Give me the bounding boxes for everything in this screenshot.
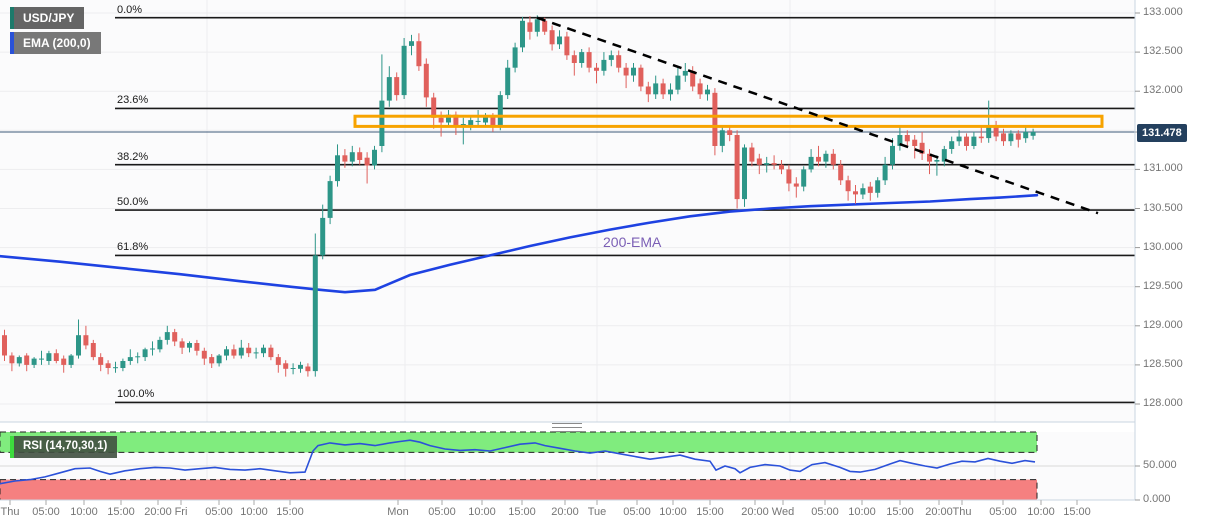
time-tick-label: Mon [387, 506, 409, 518]
main-panel-bg [0, 0, 1135, 422]
symbol-label: USD/JPY [14, 7, 85, 29]
fib-label: 38.2% [117, 150, 149, 163]
symbol-accent-bar [10, 7, 14, 29]
time-tick-label: 15:00 [107, 506, 135, 518]
ema-line-label: 200-EMA [603, 234, 662, 250]
price-tick-label: 129.500 [1143, 279, 1183, 292]
time-tick-label: 20:00 [551, 506, 579, 518]
price-tick-label: 130.000 [1143, 240, 1183, 253]
price-tick-label: 132.000 [1143, 84, 1183, 97]
time-tick-label: 20:00 [144, 506, 172, 518]
fib-label: 61.8% [117, 241, 149, 254]
time-tick-label: 10:00 [240, 506, 268, 518]
time-tick-label: Thu [0, 506, 20, 518]
price-tick-label: 129.000 [1143, 318, 1183, 331]
time-tick-label: 10:00 [848, 506, 876, 518]
time-tick-label: 15:00 [1063, 506, 1091, 518]
rsi-line [0, 439, 1036, 485]
time-tick-label: 05:00 [205, 506, 233, 518]
rsi-accent-bar [10, 436, 14, 458]
supply-zone-rect [353, 114, 1104, 128]
rsi-tick-label: 50.000 [1143, 459, 1177, 471]
rsi-tick-label: 0.000 [1143, 493, 1171, 505]
price-tick-label: 128.500 [1143, 357, 1183, 370]
fib-label: 23.6% [117, 94, 149, 107]
fib-label: 100.0% [117, 388, 155, 401]
time-tick-label: 05:00 [811, 506, 839, 518]
ema-accent-bar [10, 32, 14, 54]
price-tick-label: 132.500 [1143, 45, 1183, 58]
time-tick-label: 20:00 [741, 506, 769, 518]
time-tick-label: 10:00 [659, 506, 687, 518]
rsi-oversold-zone [0, 479, 1038, 501]
ema-line [0, 193, 1039, 294]
candles-series [2, 15, 1036, 377]
last-price-badge: 131.478 [1137, 124, 1187, 143]
price-tick-label: 130.500 [1143, 201, 1183, 214]
ema-indicator-label: EMA (200,0) [14, 32, 101, 54]
price-tick-label: 131.000 [1143, 162, 1183, 175]
time-tick-label: 05:00 [32, 506, 60, 518]
time-tick-label: 10:00 [468, 506, 496, 518]
fib-label: 0.0% [117, 3, 143, 16]
time-tick-label: 15:00 [276, 506, 304, 518]
time-tick-label: Thu [952, 506, 972, 518]
rsi-overbought-zone [0, 431, 1038, 453]
time-tick-label: Wed [771, 506, 795, 518]
symbol-legend-badge[interactable]: USD/JPY [10, 7, 85, 29]
rsi-indicator-label: RSI (14,70,30,1) [14, 436, 118, 458]
price-tick-label: 128.000 [1143, 397, 1183, 409]
time-tick-label: 05:00 [428, 506, 456, 518]
time-tick-label: 15:00 [508, 506, 536, 518]
time-tick-label: 05:00 [989, 506, 1017, 518]
panel-splitter-handle[interactable] [552, 423, 582, 432]
time-tick-label: Fri [174, 506, 188, 518]
time-tick-label: 05:00 [623, 506, 651, 518]
fib-label: 50.0% [117, 196, 149, 209]
time-tick-label: 10:00 [70, 506, 98, 518]
ema-legend-badge[interactable]: EMA (200,0) [10, 32, 101, 54]
rsi-legend-badge[interactable]: RSI (14,70,30,1) [10, 436, 118, 458]
price-tick-label: 133.000 [1143, 6, 1183, 18]
time-tick-label: 15:00 [696, 506, 724, 518]
time-tick-label: 15:00 [886, 506, 914, 518]
time-tick-label: Tue [587, 506, 607, 518]
time-tick-label: 10:00 [1027, 506, 1055, 518]
trendline [536, 16, 1099, 215]
time-tick-label: 20:00 [925, 506, 953, 518]
